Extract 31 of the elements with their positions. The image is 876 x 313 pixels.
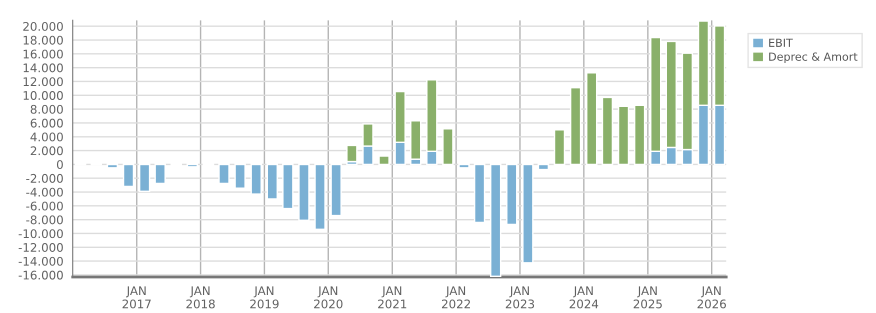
y-tick-label: 8.000 — [30, 104, 63, 114]
x-tick-label: JAN 2017 — [122, 286, 151, 308]
y-tick-label: 6.000 — [30, 118, 63, 128]
x-tick-label: JAN 2025 — [634, 286, 662, 308]
y-tick-label: -10.000 — [18, 229, 63, 238]
legend-label: Deprec & Amort — [769, 52, 858, 63]
x-tick-label: JAN 2020 — [314, 286, 342, 308]
y-tick-label: 18.000 — [24, 36, 63, 45]
y-tick-label: 0 — [56, 160, 63, 170]
x-tick-label: JAN 2023 — [506, 286, 534, 308]
y-tick-label: -4.000 — [26, 188, 63, 197]
y-tick-label: 2.000 — [30, 146, 63, 156]
y-tick-label: -14.000 — [18, 256, 63, 266]
y-tick-label: 4.000 — [30, 132, 63, 142]
x-tick-label: JAN 2021 — [378, 286, 406, 308]
x-tick-label: JAN 2024 — [570, 286, 598, 308]
y-tick-label: 12.000 — [24, 77, 63, 86]
y-tick-label: -8.000 — [26, 215, 63, 224]
y-tick-label: -2.000 — [26, 174, 63, 183]
x-tick-label: JAN 2026 — [698, 286, 726, 308]
y-tick-label: 14.000 — [24, 63, 63, 72]
x-tick-label: JAN 2022 — [442, 286, 470, 308]
y-tick-label: 16.000 — [24, 50, 63, 59]
y-tick-label: 10.000 — [24, 91, 63, 100]
x-tick-label: JAN 2019 — [250, 286, 279, 308]
y-tick-label: 20.000 — [23, 22, 63, 31]
y-tick-label: -12.000 — [18, 243, 63, 252]
y-tick-label: -6.000 — [26, 202, 63, 210]
legend-label: EBIT — [769, 38, 793, 47]
y-tick-label: -16.000 — [18, 270, 63, 280]
x-tick-label: JAN 2018 — [186, 286, 215, 308]
